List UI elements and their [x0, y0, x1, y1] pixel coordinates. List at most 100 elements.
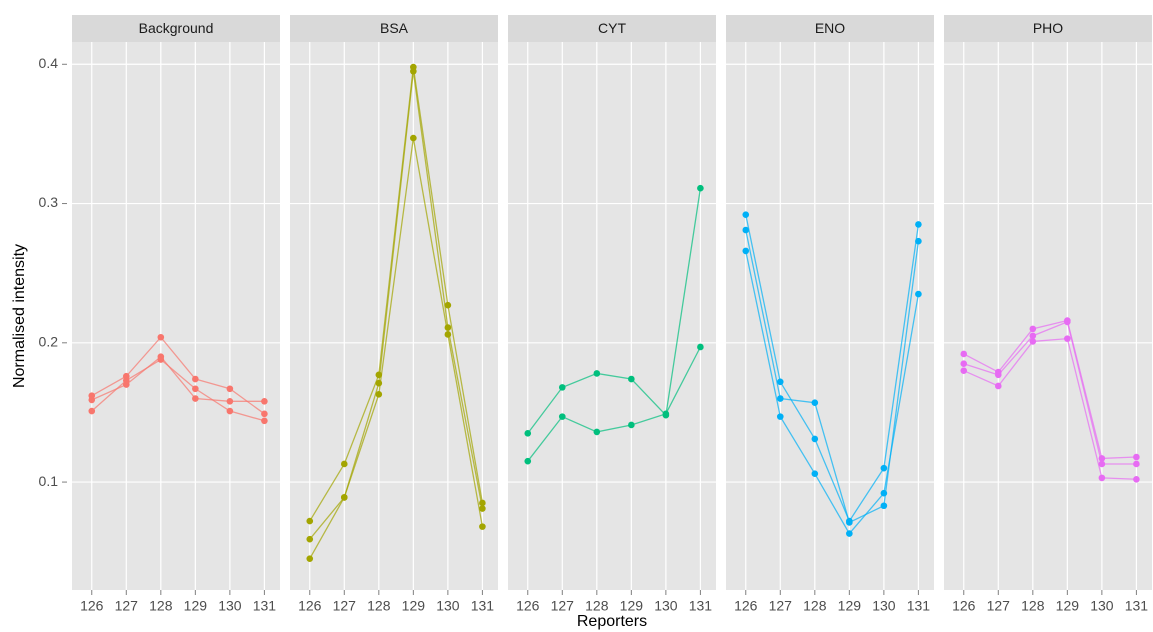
facet-title: CYT: [598, 20, 626, 36]
x-tick-label: 127: [769, 598, 793, 614]
point: [994, 371, 1002, 379]
point: [192, 395, 199, 402]
x-tick-label: 130: [872, 598, 896, 614]
point: [628, 375, 635, 383]
facet-title: PHO: [1033, 20, 1063, 36]
series-line: [309, 71, 484, 540]
panel: [726, 42, 934, 590]
point: [226, 397, 234, 405]
point: [776, 413, 784, 420]
x-tick-label: 128: [585, 598, 609, 614]
series-line: [963, 319, 1137, 460]
point: [915, 221, 922, 228]
point: [1133, 460, 1140, 468]
series-line: [963, 337, 1137, 480]
point: [662, 410, 670, 418]
x-tick-label: 127: [551, 598, 575, 614]
point: [1064, 318, 1071, 326]
series-line: [527, 346, 701, 462]
x-tick-label: 129: [1056, 598, 1080, 614]
point: [375, 379, 383, 387]
point: [340, 460, 348, 468]
point: [1064, 335, 1071, 342]
series-line: [91, 336, 265, 415]
panel: [508, 42, 716, 590]
facet-title: BSA: [380, 20, 409, 36]
point: [444, 331, 452, 338]
y-tick-label: 0.3: [39, 194, 59, 210]
series-line: [309, 66, 484, 522]
point: [88, 407, 96, 415]
x-tick-label: 131: [689, 598, 713, 614]
series-line: [309, 137, 484, 559]
panel: [72, 42, 280, 590]
point: [915, 237, 922, 245]
point: [1029, 325, 1037, 333]
point: [742, 226, 750, 234]
strip: [290, 15, 498, 42]
x-tick-label: 131: [471, 598, 495, 614]
x-tick-label: 127: [115, 598, 139, 614]
point: [524, 430, 532, 437]
point: [994, 382, 1002, 390]
point: [776, 395, 784, 402]
y-tick-label: 0.4: [39, 55, 59, 71]
facet-title: Background: [139, 20, 214, 36]
point: [811, 470, 819, 478]
point: [558, 413, 566, 420]
point: [628, 421, 635, 429]
point: [444, 301, 452, 309]
x-tick-label: 126: [952, 598, 976, 614]
x-tick-label: 126: [298, 598, 322, 614]
point: [880, 489, 888, 497]
point: [524, 457, 532, 465]
point: [776, 378, 784, 386]
point: [226, 385, 234, 393]
point: [1133, 475, 1140, 483]
point: [960, 350, 968, 358]
point: [88, 396, 96, 404]
point: [1133, 453, 1140, 461]
x-tick-label: 129: [838, 598, 862, 614]
strip: [508, 15, 716, 42]
panel: [944, 42, 1152, 590]
x-tick-label: 127: [987, 598, 1011, 614]
x-tick-label: 131: [1125, 598, 1149, 614]
series-line: [745, 214, 920, 523]
point: [880, 464, 888, 472]
panel: [290, 42, 498, 590]
point: [226, 407, 234, 415]
point: [306, 555, 314, 562]
x-tick-label: 129: [184, 598, 208, 614]
point: [157, 356, 165, 363]
y-axis-label: Normalised intensity: [11, 244, 28, 388]
point: [1098, 474, 1106, 482]
x-tick-label: 130: [436, 598, 460, 614]
point: [479, 505, 486, 512]
point: [157, 333, 165, 341]
point: [306, 535, 314, 543]
series-line: [91, 358, 265, 422]
x-tick-label: 131: [907, 598, 931, 614]
x-tick-label: 130: [218, 598, 242, 614]
point: [410, 67, 417, 75]
point: [340, 494, 348, 501]
point: [811, 399, 819, 406]
point: [122, 377, 130, 384]
point: [261, 397, 268, 405]
point: [444, 324, 452, 331]
point: [1029, 338, 1037, 345]
y-tick-label: 0.1: [39, 473, 59, 489]
x-tick-label: 130: [654, 598, 678, 614]
x-tick-label: 126: [734, 598, 758, 614]
x-tick-label: 131: [253, 598, 277, 614]
x-tick-label: 127: [333, 598, 357, 614]
point: [375, 391, 383, 398]
point: [1029, 332, 1037, 340]
point: [742, 211, 750, 218]
point: [811, 435, 819, 443]
point: [593, 370, 601, 377]
strip: [726, 15, 934, 42]
x-tick-label: 128: [803, 598, 827, 614]
x-tick-label: 129: [402, 598, 426, 614]
